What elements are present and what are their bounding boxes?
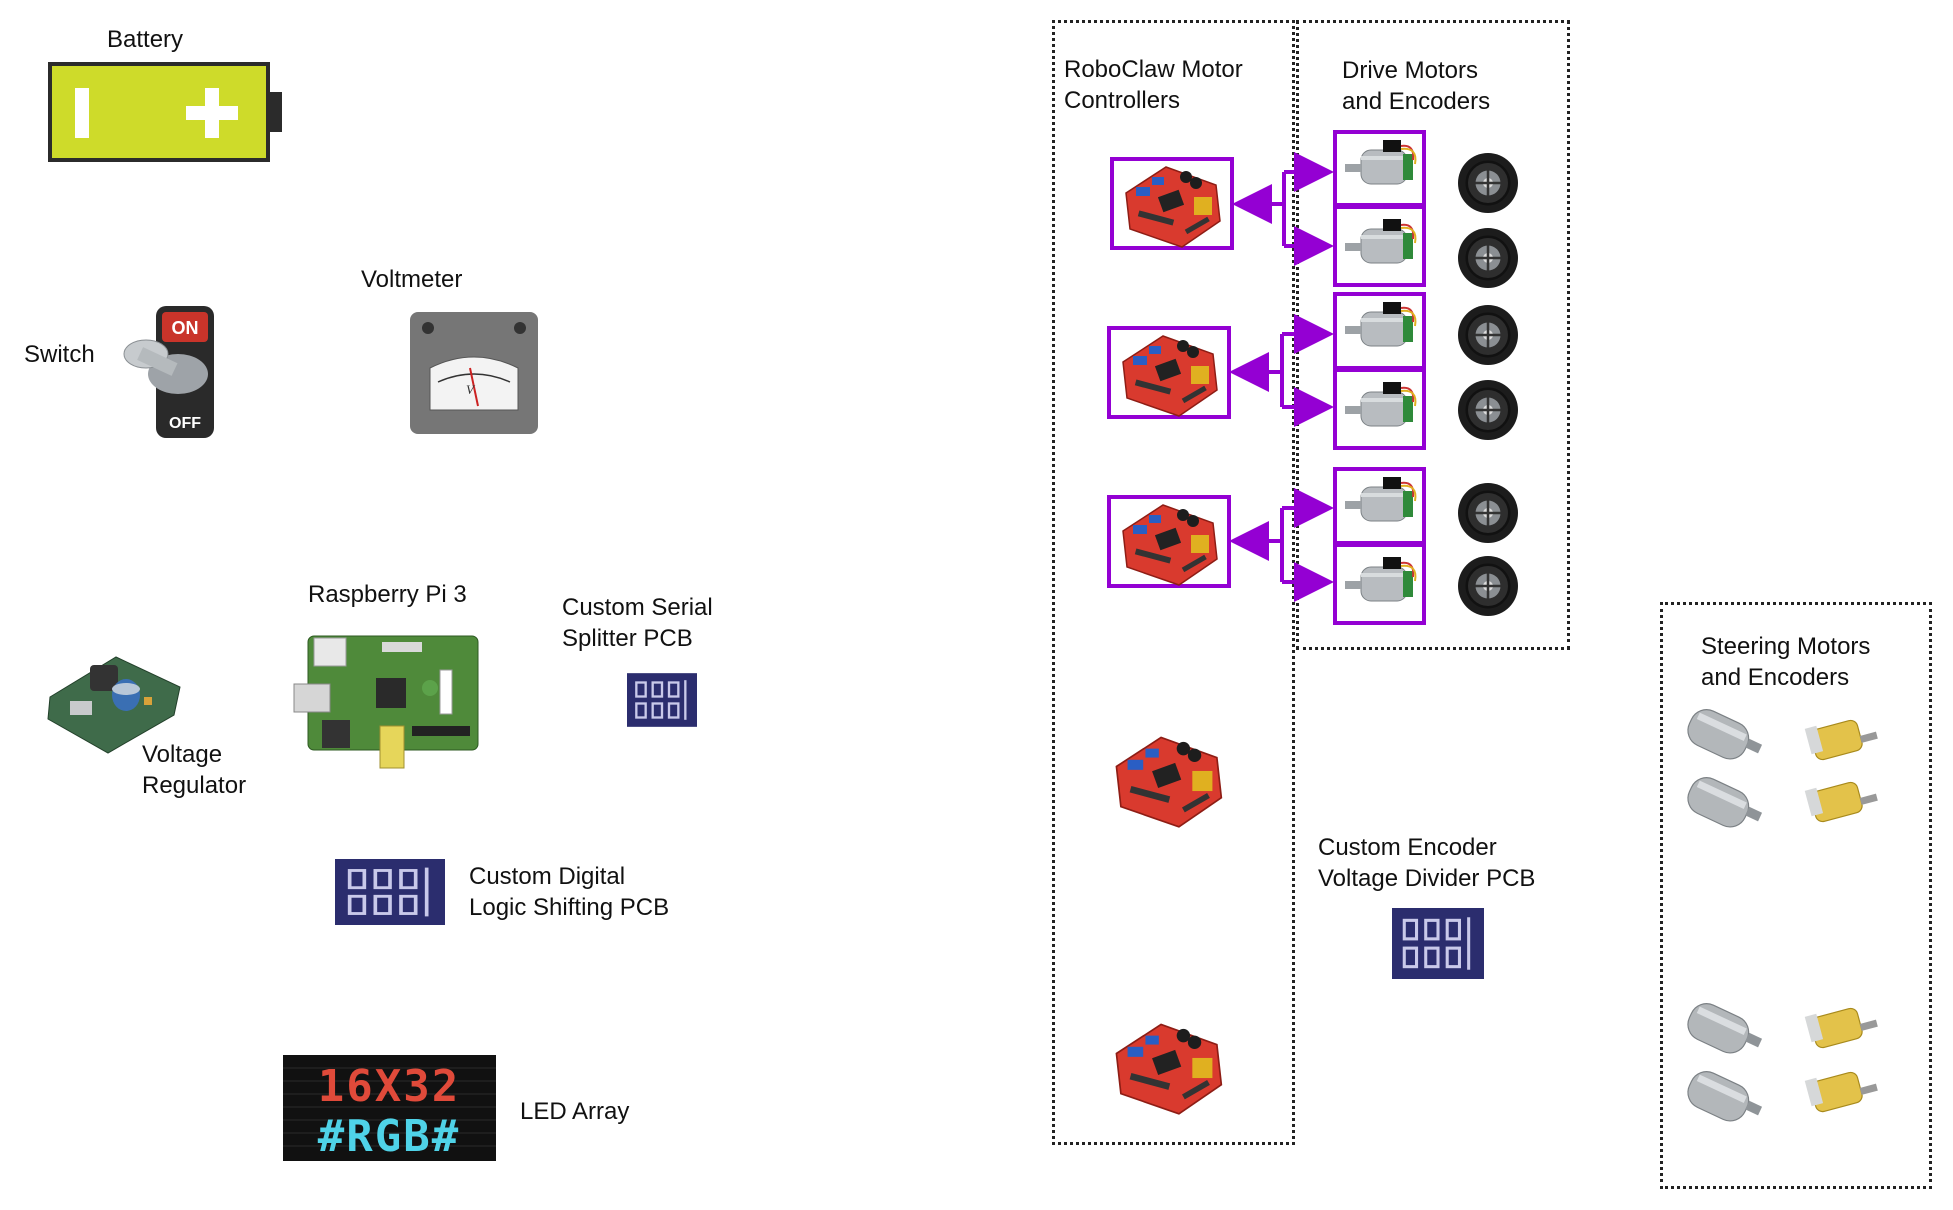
- switch-label: Switch: [24, 341, 95, 368]
- led-array-icon: 16X32 #RGB#: [283, 1055, 496, 1162]
- drive-motor-6: [1333, 543, 1426, 625]
- toggle-switch-icon: ON OFF: [123, 306, 214, 438]
- voltage-regulator-label-line1: Voltage: [142, 741, 223, 768]
- logic-shifting-label-line2: Logic Shifting PCB: [469, 894, 670, 921]
- switch-on-text: ON: [172, 318, 199, 338]
- drive-motors-label-line1: Drive Motors: [1342, 57, 1479, 84]
- steering-encoder-icon-3: [1804, 1006, 1879, 1050]
- raspberry-pi-label: Raspberry Pi 3: [308, 581, 467, 608]
- voltage-regulator-label-line2: Regulator: [142, 772, 247, 799]
- voltmeter-unit-text: V: [466, 382, 476, 397]
- roboclaw-label-line1: RoboClaw Motor: [1064, 56, 1243, 83]
- encoder-divider-label-line2: Voltage Divider PCB: [1318, 865, 1536, 892]
- roboclaw-label-line2: Controllers: [1064, 87, 1181, 114]
- voltmeter-icon: V: [410, 312, 538, 434]
- serial-splitter-label-line2: Splitter PCB: [562, 625, 693, 652]
- led-array-label: LED Array: [520, 1098, 630, 1125]
- steering-label-line1: Steering Motors: [1701, 633, 1871, 660]
- battery-icon: [48, 62, 282, 162]
- logic-shifting-label-line1: Custom Digital: [469, 863, 626, 890]
- voltmeter-label: Voltmeter: [361, 266, 463, 293]
- wheel-icon-2: [1456, 226, 1520, 290]
- drive-motors-label-line2: and Encoders: [1342, 88, 1491, 115]
- drive-motor-4: [1333, 368, 1426, 450]
- drive-motor-5: [1333, 467, 1426, 545]
- steering-motor-icon-1: [1681, 703, 1763, 765]
- led-array-text-line2: #RGB#: [318, 1111, 460, 1162]
- raspberry-pi-icon: [293, 635, 479, 769]
- battery-label: Battery: [107, 26, 184, 53]
- wheel-icon-5: [1456, 481, 1520, 545]
- wheel-icon-3: [1456, 303, 1520, 367]
- led-array-text-line1: 16X32: [318, 1061, 460, 1112]
- steering-motor-icon-3: [1681, 997, 1763, 1059]
- steering-encoder-icon-2: [1804, 780, 1879, 824]
- steering-encoder-icon-1: [1804, 718, 1879, 762]
- drive-motor-3: [1333, 292, 1426, 370]
- encoder-divider-pcb-icon: [1390, 906, 1486, 981]
- steering-motor-icon-2: [1681, 771, 1763, 833]
- wheel-icon-1: [1456, 151, 1520, 215]
- switch-off-text: OFF: [169, 415, 201, 432]
- steering-encoder-icon-4: [1804, 1070, 1879, 1114]
- steering-group-box: [1660, 602, 1932, 1189]
- steering-label-line2: and Encoders: [1701, 664, 1850, 691]
- serial-splitter-label-line1: Custom Serial: [562, 594, 713, 621]
- steering-motor-icon-4: [1681, 1065, 1763, 1127]
- wheel-icon-6: [1456, 554, 1520, 618]
- drive-motor-2: [1333, 205, 1426, 287]
- encoder-divider-label-line1: Custom Encoder: [1318, 834, 1497, 861]
- wheel-icon-4: [1456, 378, 1520, 442]
- drive-motor-1: [1333, 130, 1426, 207]
- voltage-regulator-icon: [47, 656, 181, 754]
